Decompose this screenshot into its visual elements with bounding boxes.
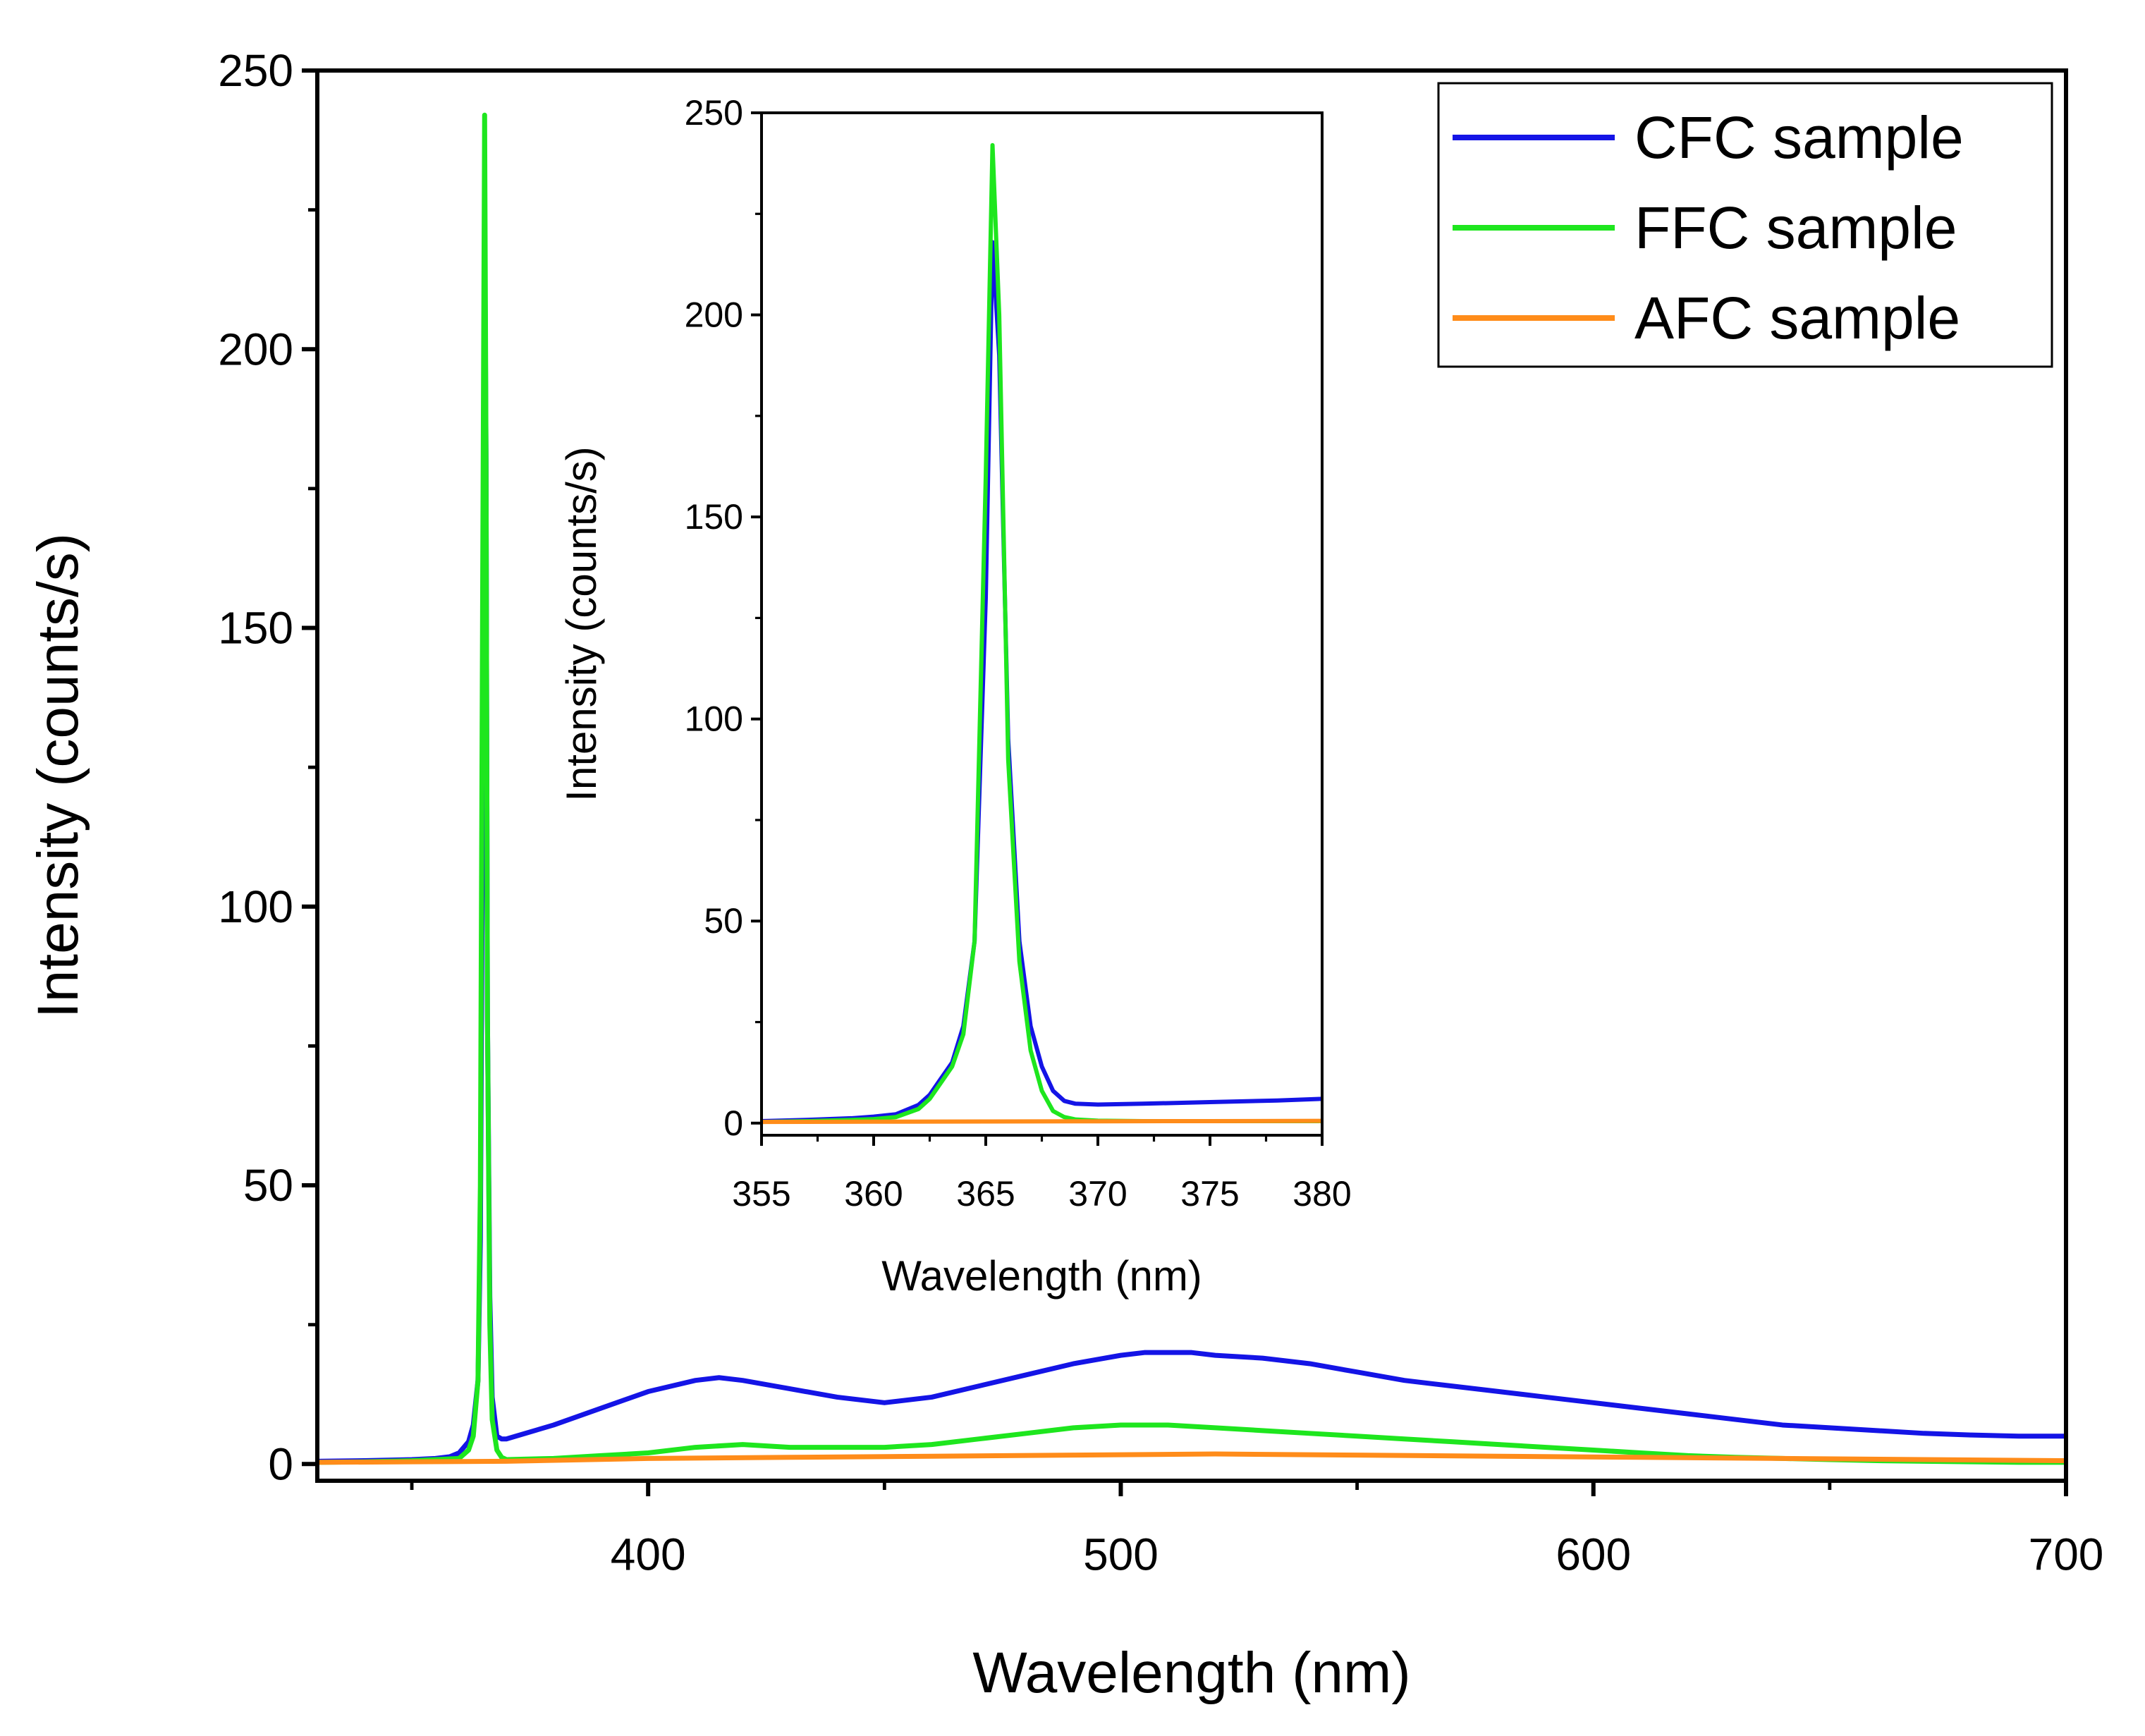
inset-y-axis-title: Intensity (counts/s) [558, 446, 605, 802]
main-x-axis-title: Wavelength (nm) [972, 1641, 1410, 1705]
inset-x-tick-label: 355 [732, 1174, 790, 1214]
inset-x-tick-label: 380 [1292, 1174, 1351, 1214]
inset-y-tick-label: 250 [685, 93, 743, 133]
main-y-tick-label: 150 [218, 603, 293, 654]
inset-y-tick-label: 100 [685, 699, 743, 739]
inset-axes: 355 360 365 370 375 380 0 50 100 150 200 250 Wavelen… [558, 93, 1352, 1300]
inset-series-cfc-sample [762, 240, 1322, 1123]
main-y-tick-label: 250 [218, 45, 293, 96]
inset-y-tick-label: 200 [685, 295, 743, 335]
legend: CFC sample FFC sample AFC sample [1437, 82, 2053, 368]
main-x-tick-label: 400 [611, 1529, 686, 1579]
main-y-tick-label: 200 [218, 324, 293, 374]
legend-label: AFC sample [1634, 285, 1960, 351]
legend-label: FFC sample [1634, 195, 1957, 261]
main-series-afc-sample [317, 1451, 2066, 1465]
inset-y-tick-label: 50 [704, 901, 743, 941]
main-frame [315, 68, 2068, 1483]
main-y-tick-label: 0 [268, 1438, 293, 1489]
main-x-tick-label: 500 [1083, 1529, 1159, 1579]
inset-x-tick-label: 370 [1068, 1174, 1127, 1214]
inset-x-axis-title: Wavelength (nm) [881, 1252, 1202, 1300]
main-series-ffc-sample [317, 112, 2066, 1465]
inset-x-tick-label: 360 [844, 1174, 903, 1214]
inset-series-afc-sample [762, 1118, 1322, 1125]
inset-plot: 355 360 365 370 375 380 0 50 100 150 200 250 Wavelen… [558, 93, 1352, 1300]
inset-x-tick-label: 375 [1180, 1174, 1239, 1214]
main-y-axis-title: Intensity (counts/s) [26, 533, 90, 1018]
main-series-lines [317, 112, 2066, 1465]
main-x-tick-label: 700 [2029, 1529, 2104, 1579]
main-x-tick-label: 600 [1556, 1529, 1631, 1579]
legend-label: CFC sample [1634, 104, 1964, 171]
inset-y-tick-label: 150 [685, 497, 743, 537]
main-y-tick-label: 100 [218, 881, 293, 932]
inset-background [762, 113, 1322, 1135]
inset-series-lines [762, 113, 1322, 1135]
inset-x-tick-label: 365 [956, 1174, 1015, 1214]
main-y-tick-label: 50 [243, 1160, 293, 1211]
inset-y-tick-label: 0 [723, 1104, 743, 1143]
